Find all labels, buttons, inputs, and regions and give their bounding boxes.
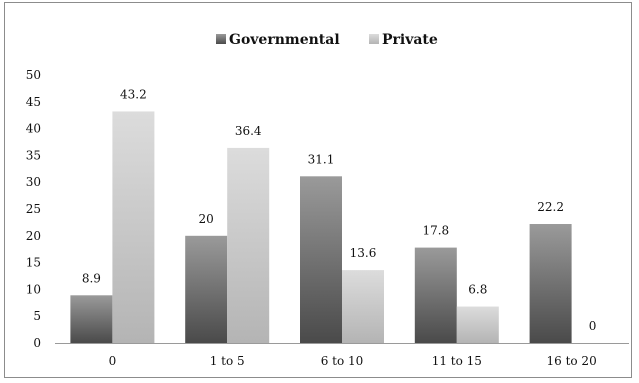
data-label-private-4: 0 [589, 319, 597, 333]
data-label-private-1: 36.4 [235, 124, 262, 138]
y-tick-label: 45 [26, 95, 41, 109]
x-tick-label: 16 to 20 [546, 354, 596, 368]
bar-private-2 [342, 270, 384, 343]
y-tick-label: 50 [26, 68, 41, 82]
data-label-private-3: 6.8 [468, 283, 487, 297]
y-tick-label: 30 [26, 175, 41, 189]
data-label-private-0: 43.2 [120, 87, 147, 101]
data-labels: 8.9 43.2 20 36.4 31.1 13.6 17.8 6.8 22.2 0 [82, 87, 597, 333]
x-tick-label: 6 to 10 [321, 354, 364, 368]
y-tick-label: 35 [26, 148, 41, 162]
bar-private-0 [112, 111, 155, 343]
y-tick-label: 0 [33, 336, 41, 350]
bar-governmental-2 [300, 176, 342, 343]
y-tick-label: 10 [26, 282, 41, 296]
legend-label-private: Private [382, 32, 438, 48]
bar-private-3 [456, 306, 499, 343]
legend-label-governmental: Governmental [229, 32, 340, 48]
legend: Governmental Private [216, 32, 438, 48]
bar-governmental-3 [414, 247, 457, 343]
y-tick-label: 5 [33, 309, 41, 323]
y-tick-label: 20 [26, 229, 41, 243]
legend-swatch-private [369, 34, 379, 44]
bar-private-1 [227, 147, 270, 343]
data-label-governmental-0: 8.9 [82, 271, 101, 285]
x-tick-label: 0 [109, 354, 117, 368]
legend-swatch-governmental [216, 34, 226, 44]
bar-governmental-4 [529, 224, 572, 343]
bars [70, 111, 572, 343]
data-label-governmental-4: 22.2 [537, 200, 564, 214]
x-tick-label: 1 to 5 [210, 354, 245, 368]
x-axis: 0 1 to 5 6 to 10 11 to 15 16 to 20 [55, 343, 629, 368]
data-label-governmental-3: 17.8 [422, 224, 449, 238]
bar-governmental-0 [70, 295, 113, 343]
chart-frame: Governmental Private 0 5 10 15 20 25 30 35 40 45 5… [4, 2, 632, 378]
bar-chart: Governmental Private 0 5 10 15 20 25 30 35 40 45 5… [26, 32, 629, 368]
y-tick-label: 40 [26, 122, 41, 136]
bar-governmental-1 [185, 235, 228, 343]
data-label-private-2: 13.6 [350, 246, 377, 260]
data-label-governmental-1: 20 [199, 212, 214, 226]
y-axis: 0 5 10 15 20 25 30 35 40 45 50 [26, 68, 41, 350]
data-label-governmental-2: 31.1 [308, 152, 335, 166]
y-tick-label: 25 [26, 202, 41, 216]
y-tick-label: 15 [26, 256, 41, 270]
x-tick-label: 11 to 15 [432, 354, 482, 368]
